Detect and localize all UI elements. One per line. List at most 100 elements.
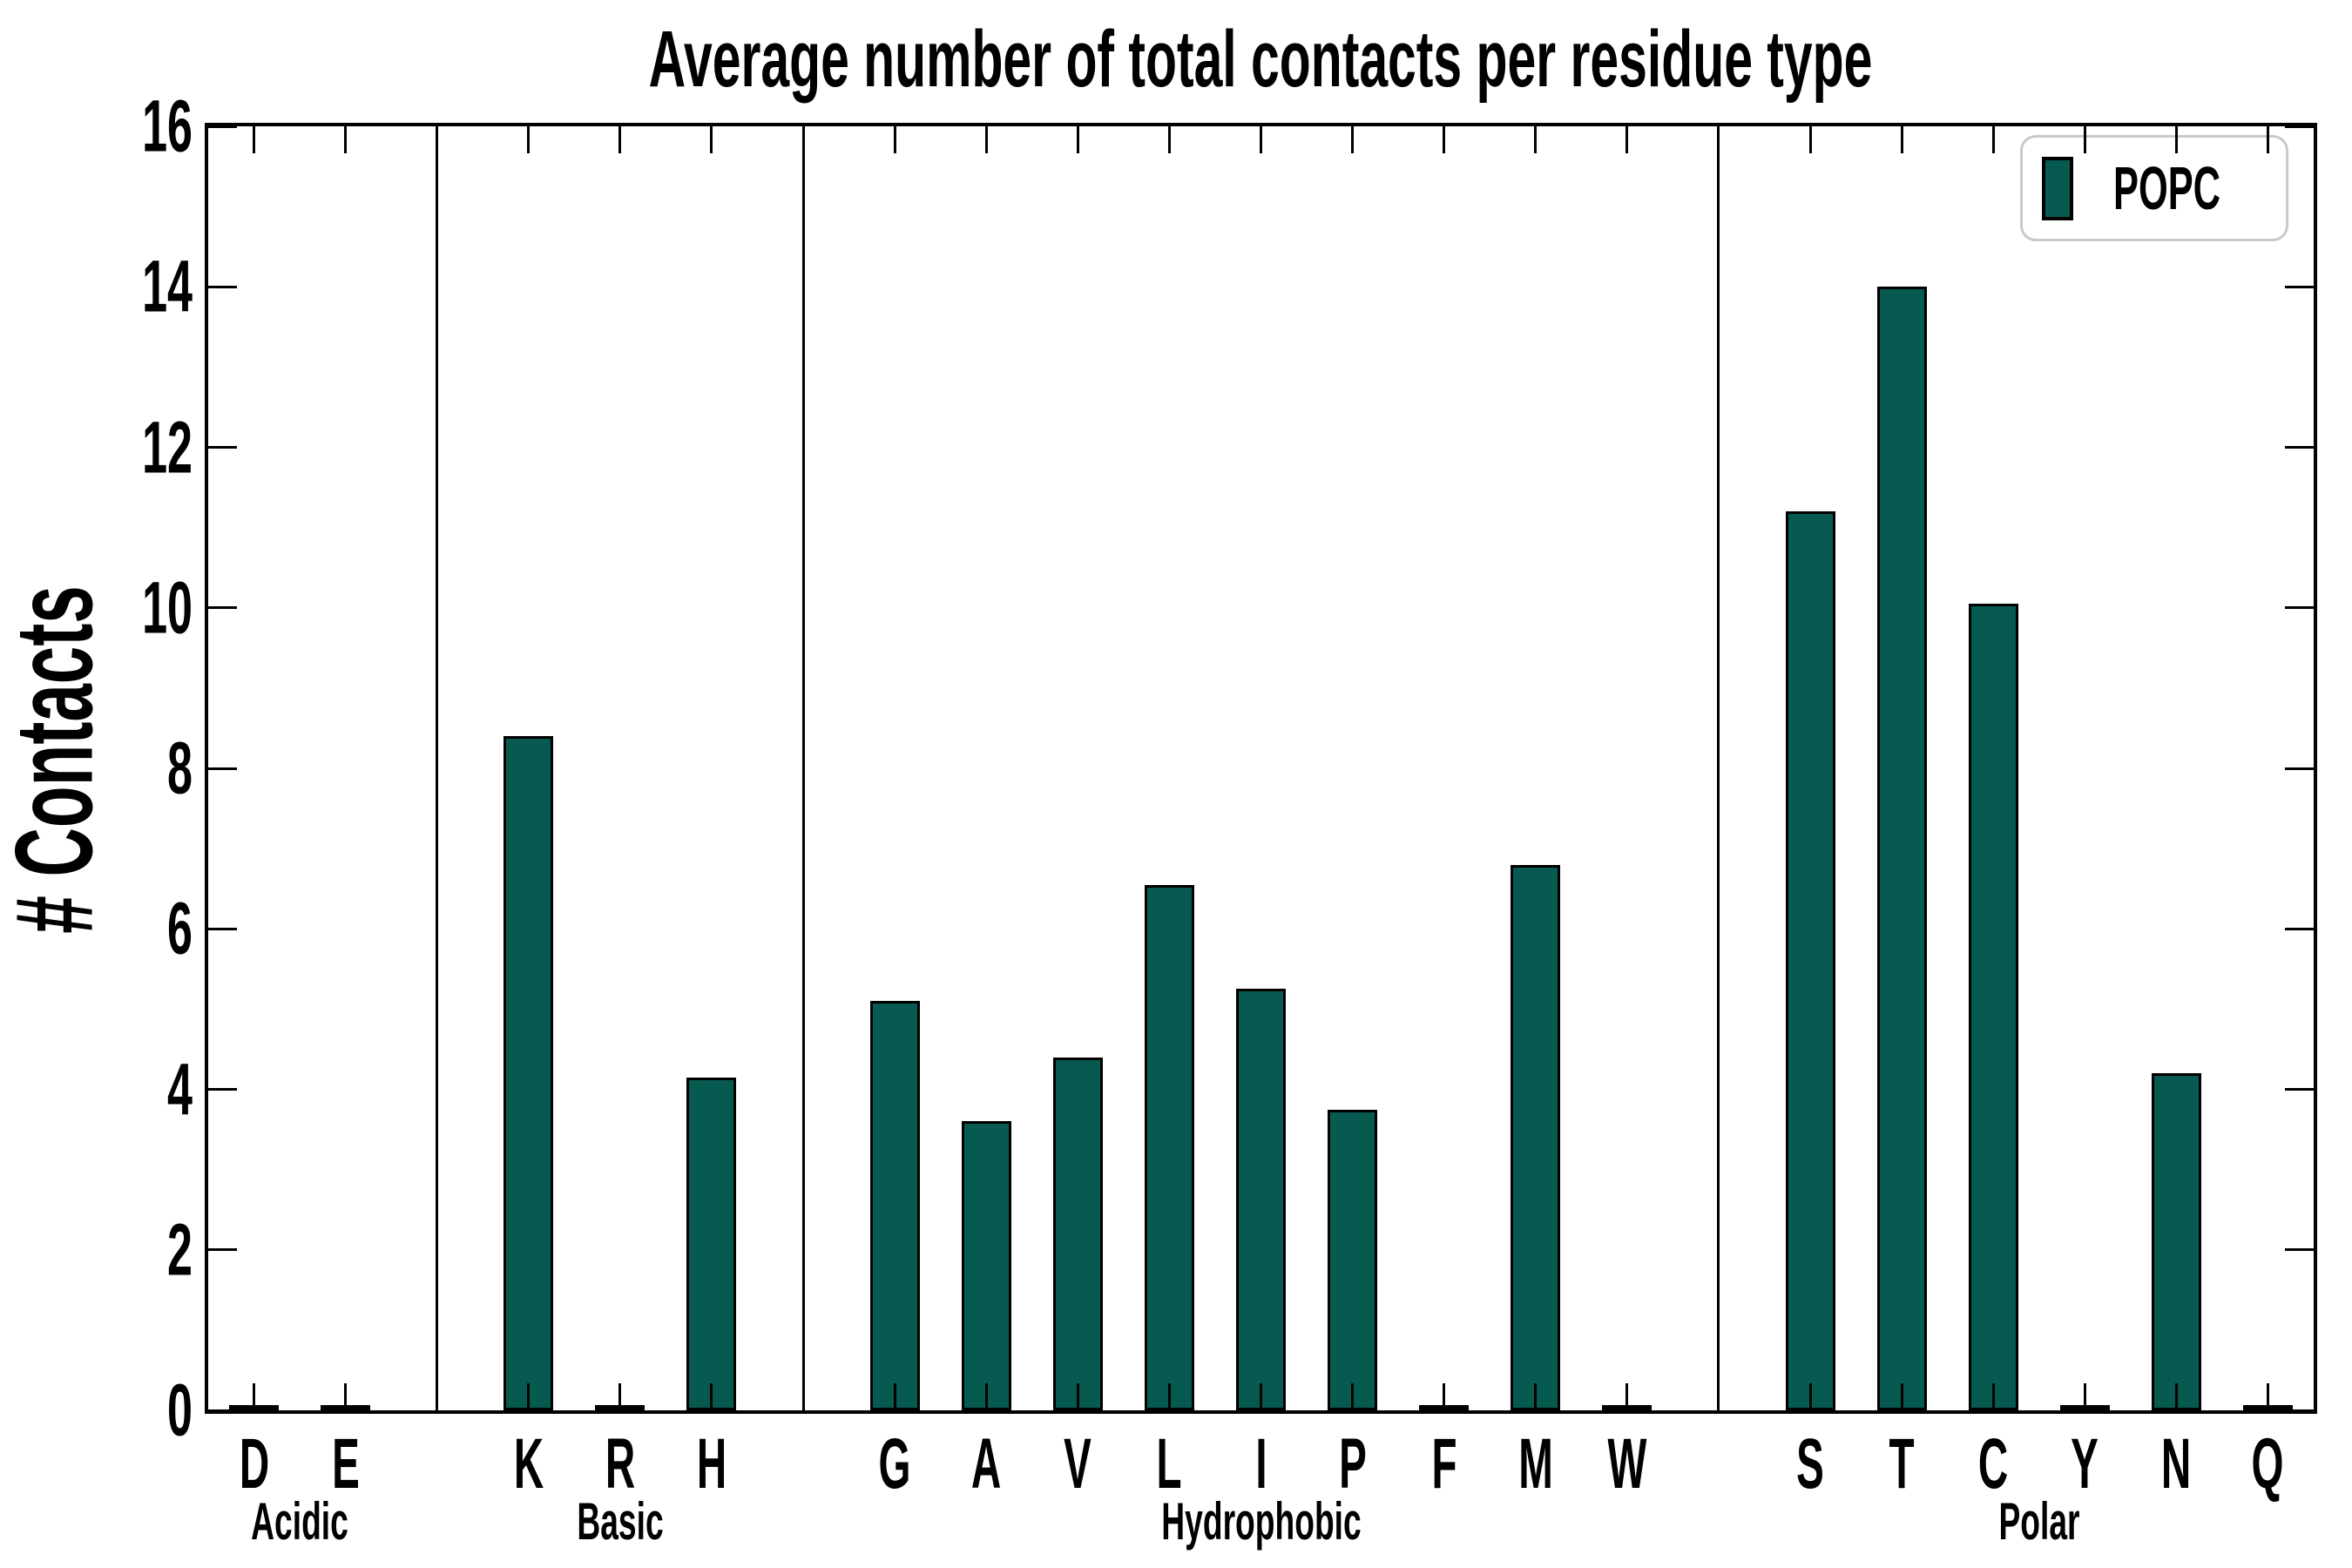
bar-V [1052, 1057, 1103, 1410]
x-tick-mark [344, 126, 348, 153]
y-tick-mark [2285, 125, 2314, 128]
bar-L [1144, 884, 1194, 1410]
x-tick-mark [2266, 126, 2269, 153]
legend-label: POPC [2112, 154, 2220, 222]
x-tick-mark [893, 1383, 896, 1410]
x-tick-mark [710, 126, 713, 153]
x-tick-mark [1351, 126, 1355, 153]
group-separator-line [1717, 126, 1720, 1410]
y-tick-mark [208, 1409, 237, 1412]
x-tick-mark [253, 1383, 256, 1410]
x-tick-mark [1534, 1383, 1538, 1410]
legend-color-swatch [2042, 156, 2073, 220]
group-label-basic: Basic [577, 1492, 664, 1551]
plot-area: POPC [205, 123, 2317, 1414]
y-tick-label-12: 12 [142, 406, 193, 488]
bar-P [1328, 1109, 1378, 1410]
bar-K [504, 736, 554, 1410]
x-tick-label-T: T [1889, 1424, 1915, 1504]
x-tick-label-L: L [1156, 1424, 1182, 1504]
bar-A [961, 1121, 1011, 1410]
x-tick-mark [1900, 126, 1903, 153]
x-tick-mark [1443, 1383, 1446, 1410]
x-tick-mark [344, 1383, 348, 1410]
x-tick-label-N: N [2161, 1424, 2192, 1504]
y-tick-mark [2285, 1409, 2314, 1412]
x-tick-label-H: H [696, 1424, 727, 1504]
x-tick-mark [984, 126, 988, 153]
x-tick-label-Y: Y [2071, 1424, 2099, 1504]
y-tick-mark [208, 767, 237, 770]
y-tick-mark [208, 1248, 237, 1252]
bar-I [1236, 989, 1286, 1410]
y-tick-mark [2285, 927, 2314, 930]
y-tick-mark [2285, 606, 2314, 610]
x-tick-mark [1625, 1383, 1629, 1410]
x-tick-mark [1991, 126, 1995, 153]
x-tick-label-K: K [513, 1424, 544, 1504]
x-tick-mark [1717, 1383, 1720, 1410]
group-label-hydrophobic: Hydrophobic [1160, 1492, 1362, 1551]
x-tick-mark [984, 1383, 988, 1410]
x-tick-mark [710, 1383, 713, 1410]
x-tick-label-G: G [878, 1424, 911, 1504]
x-tick-label-F: F [1431, 1424, 1457, 1504]
y-tick-mark [208, 606, 237, 610]
x-tick-label-S: S [1796, 1424, 1824, 1504]
x-tick-label-W: W [1607, 1424, 1647, 1504]
x-tick-mark [436, 1383, 439, 1410]
y-tick-label-4: 4 [167, 1048, 193, 1130]
y-tick-label-6: 6 [167, 887, 193, 970]
y-tick-label-0: 0 [167, 1369, 193, 1451]
x-tick-mark [1167, 126, 1171, 153]
bar-C [1968, 604, 2018, 1410]
x-tick-label-R: R [605, 1424, 636, 1504]
chart-title: Average number of total contacts per res… [648, 15, 1873, 104]
bar-H [686, 1077, 737, 1410]
x-tick-mark [1717, 126, 1720, 153]
x-tick-label-I: I [1254, 1424, 1267, 1504]
bar-N [2151, 1073, 2201, 1410]
y-tick-mark [2285, 285, 2314, 288]
x-tick-label-D: D [239, 1424, 269, 1504]
x-tick-label-A: A [971, 1424, 1002, 1504]
y-tick-label-16: 16 [142, 84, 193, 167]
x-tick-label-Q: Q [2251, 1424, 2284, 1504]
x-tick-mark [618, 1383, 622, 1410]
group-label-acidic: Acidic [251, 1492, 348, 1551]
x-tick-mark [253, 126, 256, 153]
x-tick-label-E: E [331, 1424, 360, 1504]
bar-T [1876, 287, 1927, 1410]
x-tick-label-M: M [1517, 1424, 1553, 1504]
x-tick-mark [2266, 1383, 2269, 1410]
y-tick-label-8: 8 [167, 727, 193, 809]
x-tick-label-V: V [1064, 1424, 1092, 1504]
group-label-polar: Polar [1998, 1492, 2080, 1551]
x-tick-mark [1351, 1383, 1355, 1410]
y-tick-mark [208, 446, 237, 449]
y-tick-mark [2285, 446, 2314, 449]
y-tick-mark [2285, 1248, 2314, 1252]
x-tick-mark [527, 126, 531, 153]
x-tick-mark [618, 126, 622, 153]
x-tick-mark [527, 1383, 531, 1410]
x-tick-mark [801, 1383, 805, 1410]
y-tick-mark [208, 285, 237, 288]
x-tick-mark [1991, 1383, 1995, 1410]
group-separator-line [801, 126, 805, 1410]
x-tick-mark [1443, 126, 1446, 153]
y-tick-mark [208, 125, 237, 128]
x-tick-mark [1900, 1383, 1903, 1410]
x-tick-mark [2174, 126, 2178, 153]
x-tick-label-C: C [1978, 1424, 2009, 1504]
x-tick-mark [1167, 1383, 1171, 1410]
bar-S [1785, 511, 1835, 1410]
x-tick-mark [1260, 126, 1262, 153]
x-tick-mark [2083, 1383, 2086, 1410]
bar-G [869, 1001, 920, 1410]
x-tick-label-P: P [1338, 1424, 1367, 1504]
x-tick-mark [436, 126, 439, 153]
y-tick-mark [208, 1088, 237, 1091]
bar-M [1511, 864, 1561, 1410]
